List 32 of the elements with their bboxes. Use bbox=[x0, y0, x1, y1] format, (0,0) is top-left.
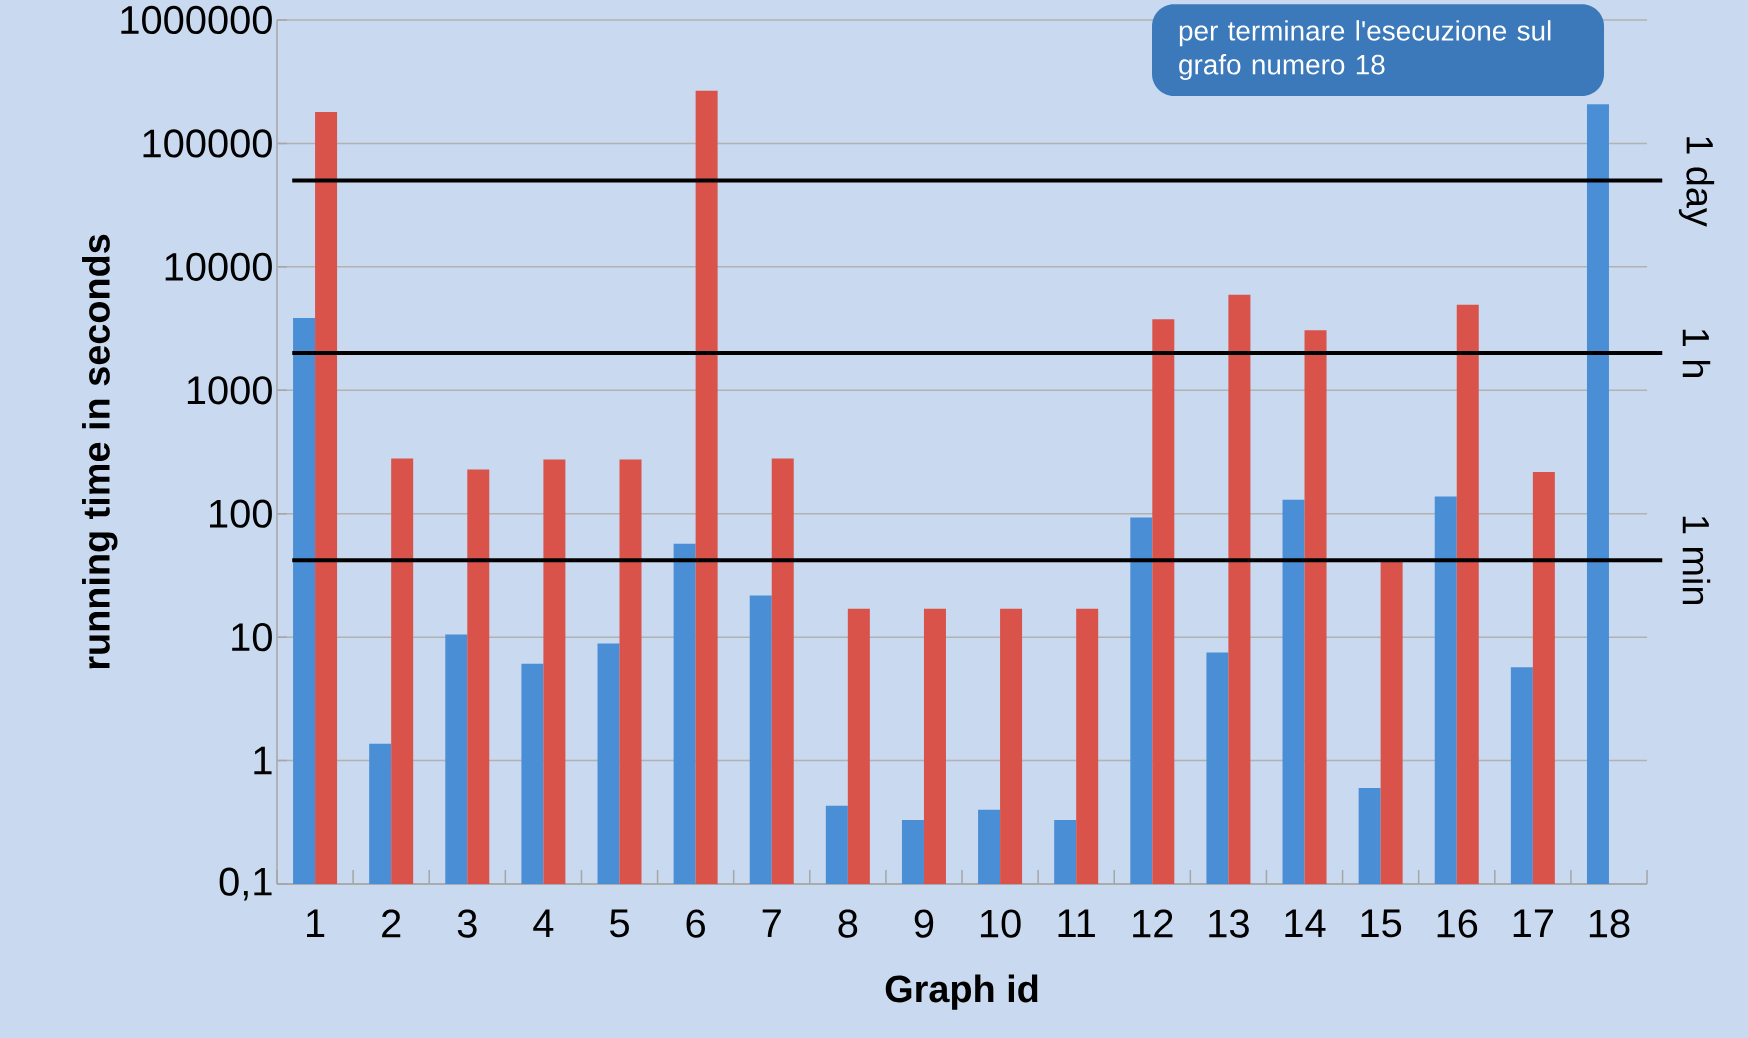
ref-line-label: 1 h bbox=[1682, 329, 1711, 377]
x-tick-label: 6 bbox=[686, 909, 705, 938]
x-axis-title: Graph id bbox=[885, 974, 1038, 1010]
ref-line-label: 1 min bbox=[1682, 516, 1711, 604]
x-tick-label: 9 bbox=[914, 909, 934, 938]
y-tick-label: 1000000 bbox=[121, 5, 272, 35]
y-tick-label: 1000 bbox=[187, 376, 272, 405]
annotation: per terminare l'esecuzione sul grafo numero 18 bbox=[1179, 20, 1551, 81]
x-tick-label: 13 bbox=[1209, 909, 1249, 938]
x-tick-label: 5 bbox=[610, 909, 629, 938]
x-tick-label: 14 bbox=[1285, 909, 1326, 937]
x-tick-label: 4 bbox=[533, 909, 554, 937]
y-tick-label: 100000 bbox=[143, 129, 272, 158]
y-tick-label: 1 bbox=[254, 746, 272, 775]
y-tick-label: 10 bbox=[232, 623, 272, 652]
x-tick-label: 11 bbox=[1058, 909, 1095, 937]
ref-line-label: 1 day bbox=[1678, 137, 1715, 227]
y-tick-label: 0,1 bbox=[219, 867, 272, 901]
x-tick-label: 15 bbox=[1361, 909, 1402, 938]
x-tick-label: 3 bbox=[457, 909, 477, 938]
x-tick-label: 17 bbox=[1513, 909, 1554, 937]
x-tick-label: 1 bbox=[307, 909, 325, 937]
x-tick-label: 12 bbox=[1133, 909, 1173, 938]
x-tick-label: 7 bbox=[762, 909, 781, 937]
y-tick-label: 10000 bbox=[165, 252, 272, 281]
x-tick-label: 2 bbox=[382, 909, 401, 938]
x-tick-label: 8 bbox=[838, 909, 858, 938]
y-axis-title: running time in seconds bbox=[82, 234, 118, 669]
x-tick-label: 18 bbox=[1589, 909, 1630, 938]
x-tick-label: 10 bbox=[980, 909, 1021, 938]
y-tick-label: 100 bbox=[210, 499, 272, 528]
x-tick-label: 16 bbox=[1437, 909, 1478, 938]
